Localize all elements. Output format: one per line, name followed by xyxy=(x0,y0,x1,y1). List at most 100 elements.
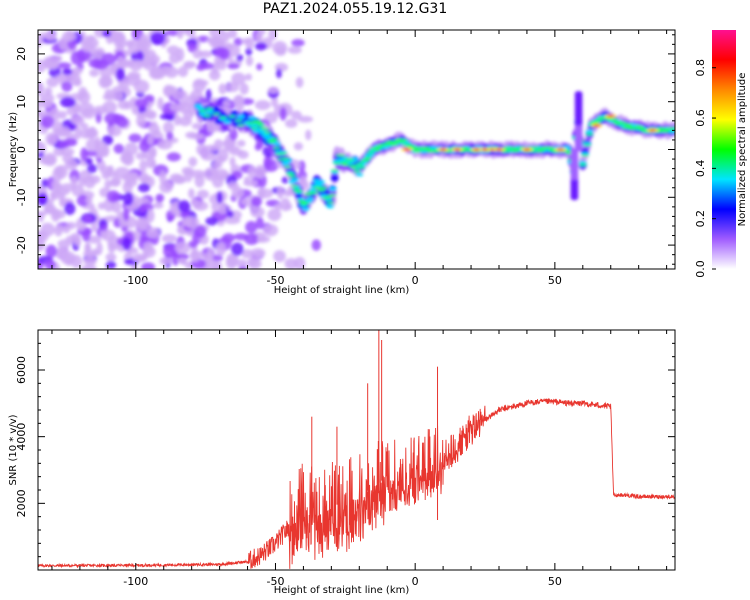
heatmap-cell xyxy=(326,204,335,209)
heatmap-cell xyxy=(80,264,97,269)
heatmap-cell xyxy=(38,59,47,73)
colorbar-tick-label: 0.8 xyxy=(694,59,707,77)
snr-panel: -100 -50 0 50 2000 4000 6000 Height of straigh… xyxy=(8,329,676,596)
heatmap-cell xyxy=(135,152,147,160)
heatmap-cell xyxy=(207,247,214,259)
heatmap-cell xyxy=(115,67,125,81)
heatmap-hotspot-core xyxy=(649,129,657,132)
heatmap-cell xyxy=(178,257,187,265)
spectrogram-ytick-label: 10 xyxy=(15,95,28,109)
heatmap-cell xyxy=(101,171,111,180)
snr-xtick-label: -50 xyxy=(266,575,284,588)
heatmap-cell xyxy=(59,96,76,108)
heatmap-cell xyxy=(213,139,224,150)
heatmap-cell xyxy=(301,201,310,204)
spectrogram-xtick-label: -100 xyxy=(123,274,148,287)
heatmap-hotspot-core xyxy=(607,114,615,118)
heatmap-cell xyxy=(293,142,304,151)
heatmap-cell xyxy=(44,204,54,215)
heatmap-cell xyxy=(326,201,335,204)
heatmap-cell xyxy=(196,106,205,111)
heatmap-hotspot-core xyxy=(495,148,503,151)
heatmap-cell xyxy=(386,140,395,143)
heatmap-cell xyxy=(187,240,198,248)
heatmap-cell xyxy=(143,241,154,254)
spectrogram-ytick-label: 20 xyxy=(15,47,28,61)
heatmap-cell xyxy=(104,112,120,125)
heatmap-cell xyxy=(176,253,190,260)
heatmap-cell xyxy=(297,115,314,123)
heatmap-cell xyxy=(40,222,56,237)
heatmap-cell xyxy=(149,31,165,46)
heatmap-cell xyxy=(81,41,95,52)
heatmap-cell xyxy=(123,207,130,221)
heatmap-cell xyxy=(218,111,227,118)
heatmap-cell xyxy=(66,221,76,230)
heatmap-cell xyxy=(44,87,53,96)
heatmap-cell xyxy=(373,148,382,152)
heatmap-cell xyxy=(45,132,58,146)
heatmap-cell xyxy=(85,34,96,42)
heatmap-cell xyxy=(172,174,185,184)
heatmap-cell xyxy=(88,58,103,69)
heatmap-cell xyxy=(305,129,312,141)
heatmap-cell xyxy=(179,211,190,218)
heatmap-cell xyxy=(127,59,135,67)
heatmap-cell xyxy=(168,52,181,64)
heatmap-cell xyxy=(250,123,259,128)
heatmap-cell xyxy=(122,50,132,57)
heatmap-cell xyxy=(70,51,82,65)
heatmap-cell xyxy=(46,77,59,88)
heatmap-cell xyxy=(623,123,632,126)
heatmap-cell xyxy=(107,165,114,174)
heatmap-cell xyxy=(84,175,96,189)
heatmap-cell xyxy=(102,30,112,38)
heatmap-cell xyxy=(162,121,175,134)
heatmap-cell xyxy=(104,179,112,189)
colorbar-tick-label: 0.0 xyxy=(694,260,707,278)
heatmap-cell xyxy=(254,42,268,51)
colorbar-tick-label: 0.4 xyxy=(694,160,707,178)
heatmap-cell xyxy=(107,125,122,137)
heatmap-cell xyxy=(123,192,134,206)
heatmap-cell xyxy=(165,30,181,36)
heatmap-cell xyxy=(113,32,121,41)
heatmap-cell xyxy=(275,68,282,79)
heatmap-cell xyxy=(244,73,253,81)
heatmap-cell xyxy=(139,203,147,213)
heatmap-cell xyxy=(44,259,56,269)
heatmap-cell xyxy=(62,68,73,76)
heatmap-cell xyxy=(85,138,100,152)
heatmap-cell xyxy=(38,192,48,206)
heatmap-cell xyxy=(236,114,245,119)
snr-series-line xyxy=(38,397,675,569)
heatmap-cell xyxy=(248,121,257,125)
heatmap-cell xyxy=(301,206,310,211)
heatmap-cell xyxy=(236,124,245,127)
heatmap-cell xyxy=(159,257,172,266)
snr-y-axis-label: SNR (10 * v/v) xyxy=(8,414,19,485)
heatmap-cell xyxy=(422,146,431,149)
heatmap-cell xyxy=(166,152,181,162)
heatmap-cell xyxy=(139,159,147,173)
snr-ytick-label: 6000 xyxy=(15,356,28,384)
heatmap-cell xyxy=(133,230,142,242)
colorbar-axis: 0.0 0.2 0.4 0.6 0.8 xyxy=(694,59,716,278)
heatmap-cell xyxy=(353,170,362,173)
heatmap-cell xyxy=(183,168,193,183)
snr-axes: -100 -50 0 50 2000 4000 6000 xyxy=(15,329,675,588)
heatmap-cell xyxy=(171,89,188,100)
heatmap-cell xyxy=(161,234,177,243)
heatmap-cell xyxy=(80,147,88,161)
heatmap-cell xyxy=(192,78,206,93)
heatmap-cell xyxy=(350,166,359,169)
heatmap-cell xyxy=(625,125,634,128)
heatmap-cell xyxy=(224,216,241,225)
heatmap-cell xyxy=(183,61,195,70)
heatmap-cell xyxy=(198,109,207,112)
heatmap-cell xyxy=(38,81,44,93)
heatmap-cell xyxy=(585,129,594,134)
heatmap-cell xyxy=(127,71,141,80)
